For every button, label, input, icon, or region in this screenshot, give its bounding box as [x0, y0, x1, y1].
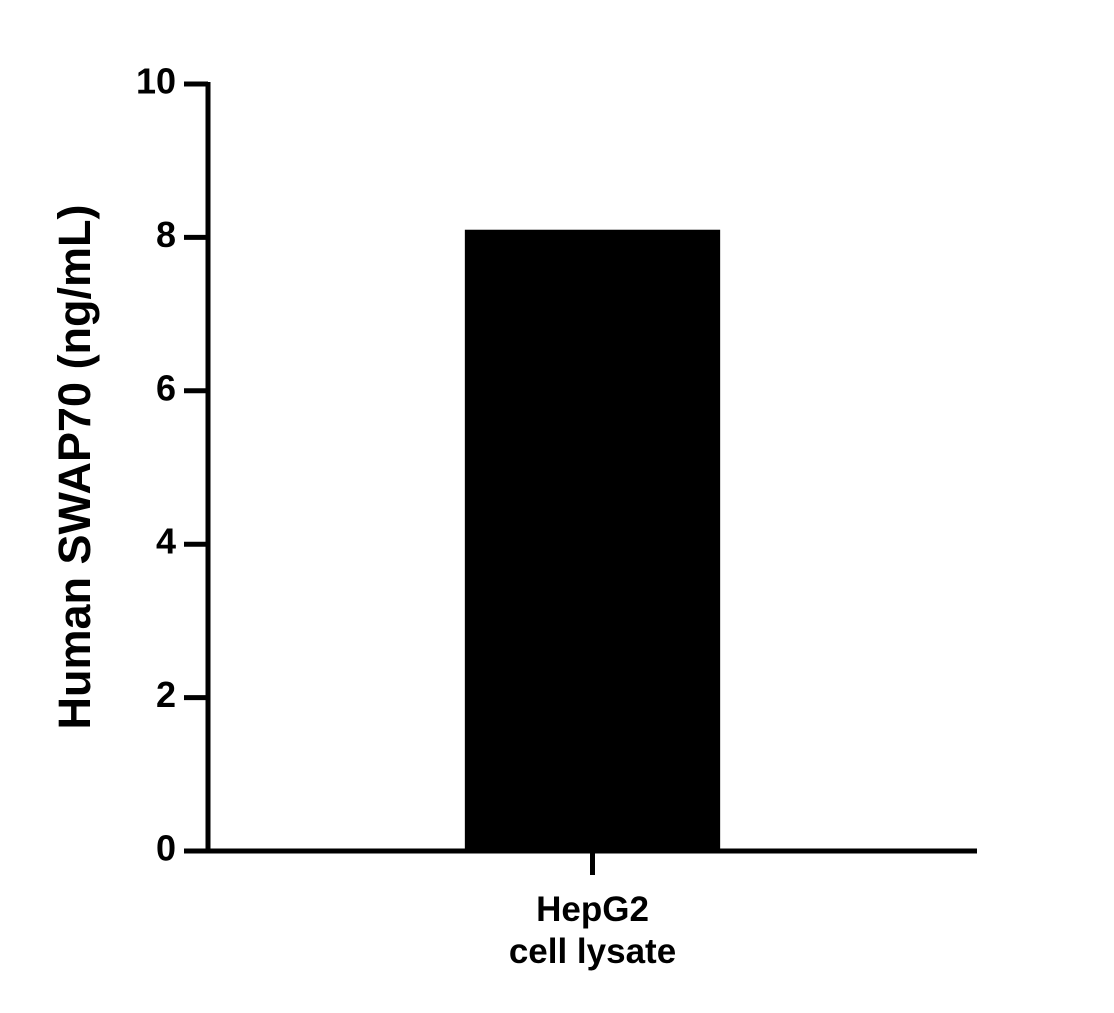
y-tick-label: 0 — [156, 828, 176, 869]
y-axis-label: Human SWAP70 (ng/mL) — [49, 204, 100, 729]
y-tick-label: 8 — [156, 214, 176, 255]
y-tick-label: 4 — [156, 521, 176, 562]
y-tick-label: 6 — [156, 367, 176, 408]
y-tick-label: 10 — [136, 61, 176, 102]
bar — [464, 229, 721, 852]
y-tick-label: 2 — [156, 674, 176, 715]
x-tick-label: HepG2 cell lysate — [508, 890, 677, 971]
